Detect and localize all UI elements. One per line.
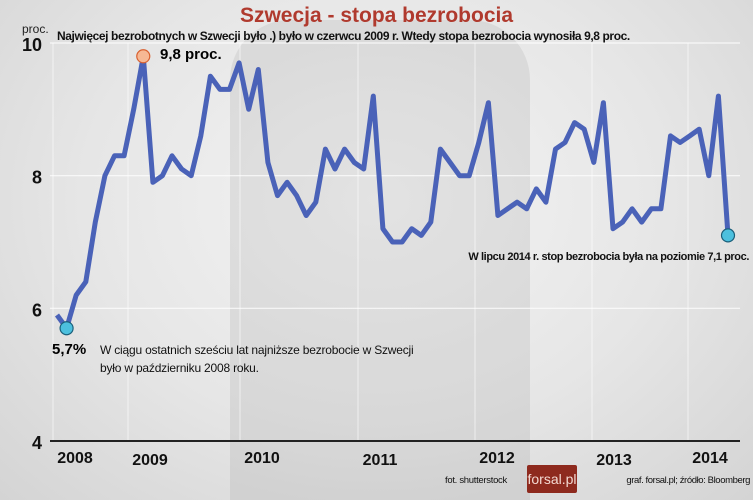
- y-tick-label: 6: [32, 300, 42, 320]
- photo-credit: fot. shutterstock: [445, 475, 507, 486]
- max-marker: [136, 49, 151, 64]
- forsal-logo: forsal.pl: [527, 465, 577, 493]
- y-axis-unit: proc.: [22, 22, 49, 36]
- min-value-annotation: 5,7%: [52, 341, 87, 358]
- max-annotation: 9,8 proc.: [160, 46, 222, 63]
- chart-subtitle: Najwięcej bezrobotnych w Szwecji było .)…: [57, 29, 630, 43]
- y-tick-label: 10: [22, 35, 42, 55]
- y-tick-label: 8: [32, 168, 42, 188]
- last-marker: [720, 228, 736, 243]
- min-annotation-line-1: W ciągu ostatnich sześciu lat najniższe …: [100, 343, 414, 357]
- x-tick-label: 2012: [479, 450, 515, 467]
- chart-title: Szwecja - stopa bezrobocia: [239, 4, 514, 27]
- x-tick-label: 2009: [132, 452, 168, 469]
- min-marker: [59, 321, 74, 336]
- x-tick-label: 2011: [363, 452, 398, 469]
- x-tick-label: 2014: [692, 450, 728, 467]
- source-credit: graf. forsal.pl; źródło: Bloomberg: [626, 475, 750, 486]
- last-annotation: W lipcu 2014 r. stop bezrobocia była na …: [468, 251, 749, 263]
- x-tick-label: 2008: [57, 450, 93, 467]
- min-annotation-line-2: było w październiku 2008 roku.: [100, 361, 259, 375]
- x-tick-label: 2013: [596, 452, 632, 469]
- background-photo: [230, 20, 530, 500]
- unemployment-line: [54, 53, 731, 331]
- y-tick-label: 4: [32, 433, 42, 453]
- x-tick-label: 2010: [244, 450, 280, 467]
